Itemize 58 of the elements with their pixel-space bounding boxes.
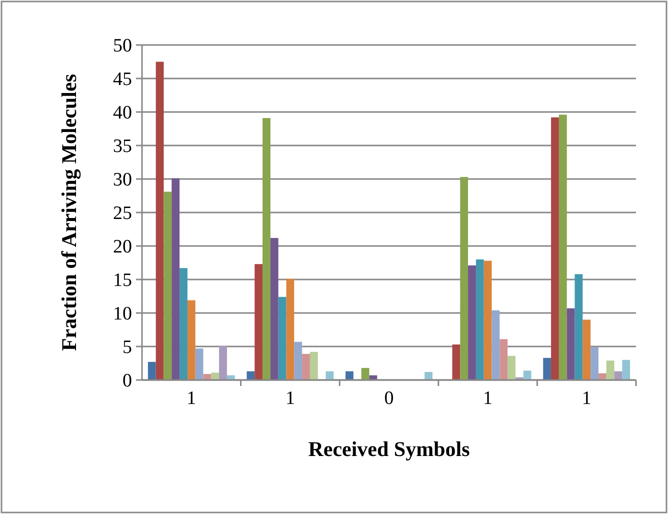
bar	[310, 352, 318, 380]
y-tick-label: 25	[113, 203, 132, 224]
bar	[460, 176, 468, 380]
bar	[582, 320, 591, 380]
bar	[551, 117, 559, 380]
y-tick-label: 30	[113, 170, 132, 191]
y-axis-title: Fraction of Arriving Molecules	[57, 74, 81, 352]
bar	[558, 114, 567, 380]
x-tick-label: 1	[285, 388, 295, 409]
x-tick-label: 0	[384, 388, 394, 409]
bar	[302, 354, 310, 380]
bar	[278, 296, 286, 380]
bar	[211, 372, 220, 380]
bar	[476, 259, 484, 380]
bar	[492, 310, 500, 380]
bar	[508, 356, 516, 380]
bar	[574, 274, 583, 380]
y-tick-label: 40	[113, 102, 132, 124]
bar	[543, 358, 552, 380]
bar	[606, 360, 614, 380]
y-tick-label: 20	[113, 236, 132, 258]
y-tick-label: 45	[113, 69, 132, 90]
bar	[590, 347, 598, 380]
bar	[566, 308, 575, 380]
y-tick-label: 35	[113, 136, 132, 158]
x-tick-label: 1	[483, 388, 493, 409]
bar	[286, 278, 294, 380]
bar	[219, 346, 227, 380]
bar	[523, 370, 532, 380]
bar	[424, 372, 432, 380]
bar	[164, 192, 172, 380]
bar	[262, 118, 270, 380]
x-tick-label: 1	[582, 388, 592, 409]
bar	[361, 368, 370, 380]
bar	[172, 178, 180, 380]
bar	[598, 373, 606, 380]
bar	[195, 348, 204, 380]
y-tick-label: 5	[122, 337, 132, 358]
y-tick-label: 10	[113, 304, 132, 325]
bar	[254, 264, 263, 380]
x-tick-label: 1	[186, 388, 196, 409]
bar	[148, 362, 156, 380]
bar	[484, 260, 492, 380]
y-tick-label: 15	[113, 270, 132, 292]
y-tick-label: 0	[122, 370, 132, 392]
bar	[468, 265, 476, 380]
bar	[622, 360, 630, 380]
bar	[294, 342, 302, 380]
bar	[452, 344, 460, 380]
bar	[270, 238, 278, 380]
bar	[346, 371, 354, 380]
bar	[246, 371, 255, 380]
bar	[156, 62, 164, 380]
bar	[180, 268, 188, 380]
bar	[187, 300, 196, 380]
bar	[500, 339, 508, 380]
y-tick-label: 50	[113, 36, 132, 57]
x-axis-title: Received Symbols	[308, 437, 470, 461]
